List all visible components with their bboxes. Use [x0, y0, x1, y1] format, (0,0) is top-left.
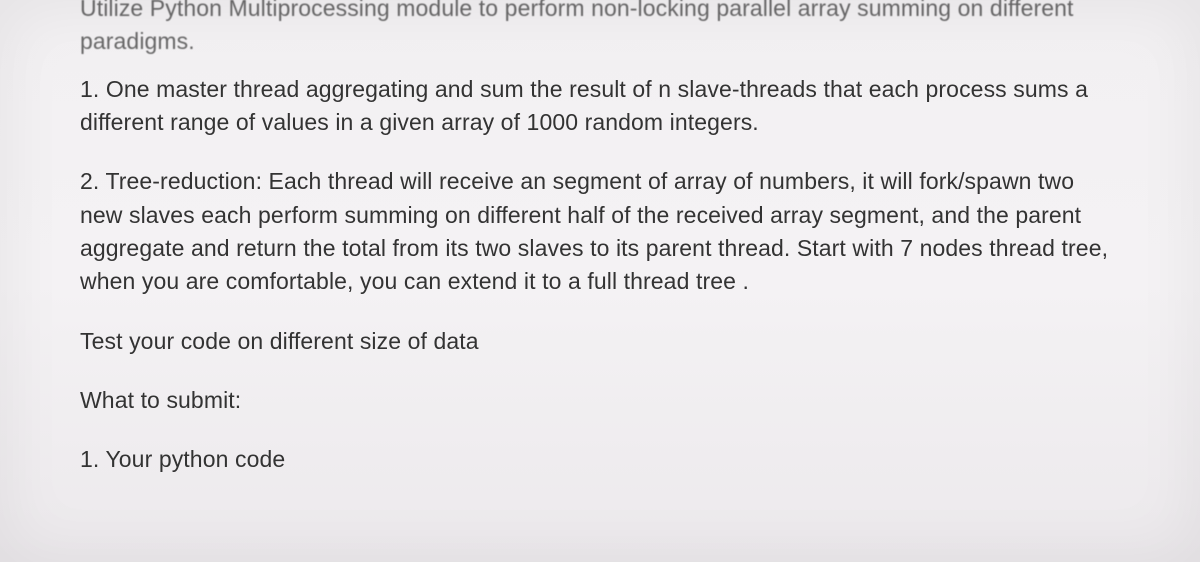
task-item-1: 1. One master thread aggregating and sum… [80, 73, 1120, 140]
submit-heading: What to submit: [80, 384, 1120, 417]
document-body: Utilize Python Multiprocessing module to… [80, 0, 1120, 477]
task-item-2: 2. Tree-reduction: Each thread will rece… [80, 165, 1120, 298]
test-note: Test your code on different size of data [80, 325, 1120, 358]
intro-paragraph: Utilize Python Multiprocessing module to… [80, 0, 1120, 59]
submit-item-1: 1. Your python code [80, 443, 1120, 476]
